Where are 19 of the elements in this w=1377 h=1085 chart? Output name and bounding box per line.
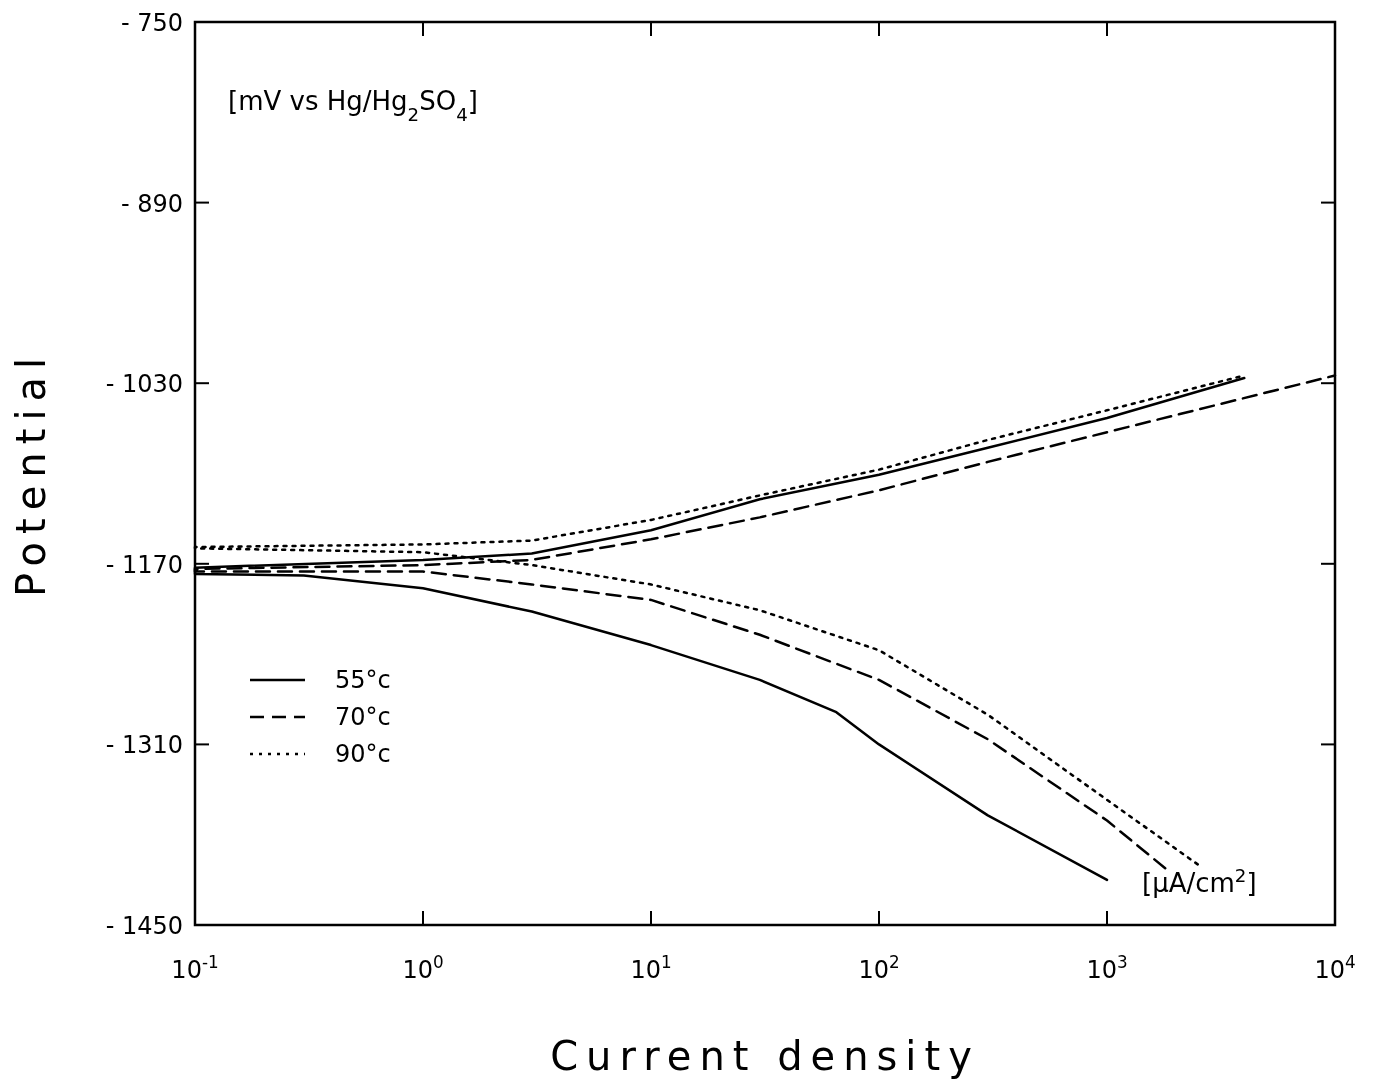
legend-label: 90°c: [335, 740, 391, 768]
y-tick-label: - 1030: [105, 370, 183, 399]
y-tick-label: - 1450: [105, 912, 183, 940]
legend-label: 70°c: [335, 703, 391, 731]
legend-label: 55°c: [335, 666, 391, 694]
y-tick-label: - 750: [120, 9, 183, 37]
annotation: [μA/cm$^{2}$]: [1142, 864, 1257, 898]
x-tick-label: 10$^{-1}$: [171, 952, 219, 984]
y-tick-label: - 1310: [105, 731, 183, 760]
y-tick-label: - 890: [120, 189, 183, 218]
x-tick-label: 10$^{4}$: [1314, 952, 1356, 984]
y-axis-title: Potential: [8, 349, 54, 598]
x-tick-label: 10$^{2}$: [858, 952, 900, 984]
y-tick-label: - 1170: [105, 550, 183, 579]
annotation: [mV vs Hg/Hg$_{2}$SO$_{4}$]: [228, 86, 478, 125]
x-tick-label: 10$^{1}$: [630, 952, 672, 984]
x-tick-label: 10$^{3}$: [1086, 952, 1128, 984]
x-tick-label: 10$^{0}$: [402, 952, 444, 984]
x-axis-title: Current density: [550, 1033, 980, 1079]
